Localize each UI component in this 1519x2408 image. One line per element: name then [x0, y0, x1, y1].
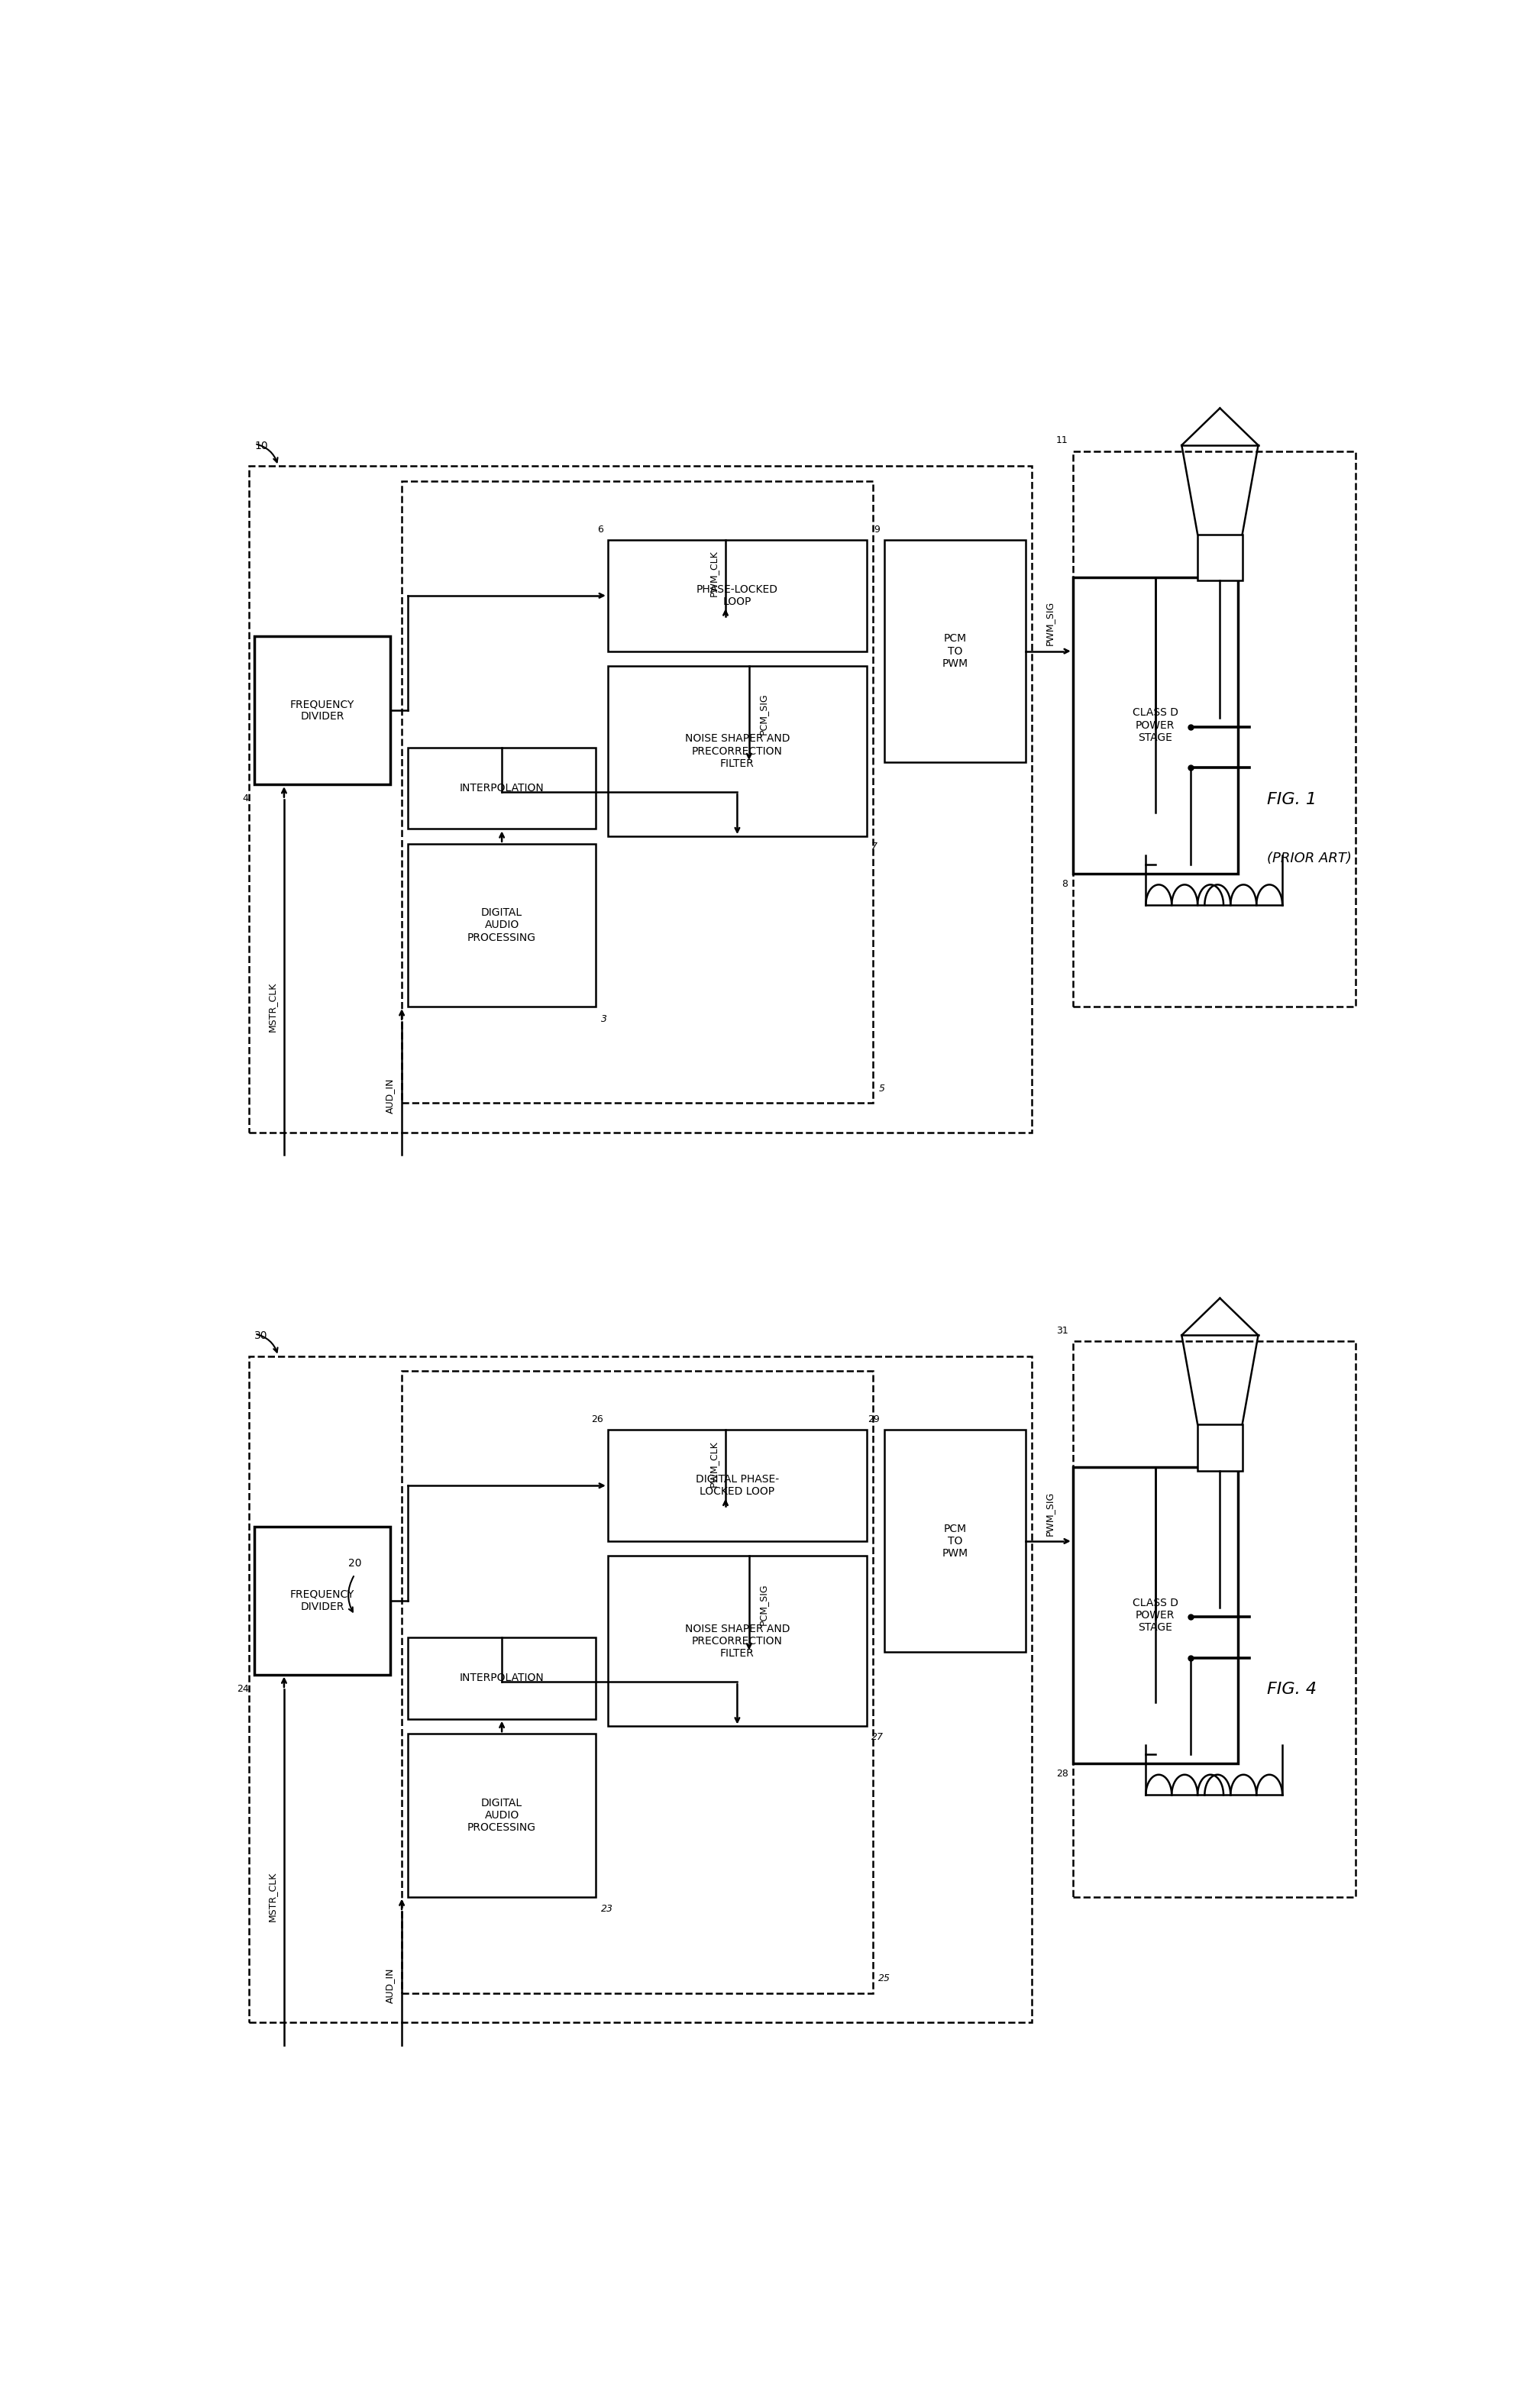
- Text: DIGITAL
AUDIO
PROCESSING: DIGITAL AUDIO PROCESSING: [468, 908, 536, 944]
- Bar: [1072, 450, 1355, 1007]
- Text: 27: 27: [872, 1731, 884, 1741]
- Text: FREQUENCY
DIVIDER: FREQUENCY DIVIDER: [290, 698, 354, 722]
- Text: NOISE SHAPER AND
PRECORRECTION
FILTER: NOISE SHAPER AND PRECORRECTION FILTER: [685, 734, 790, 768]
- Text: 3: 3: [600, 1014, 606, 1023]
- Text: 29: 29: [867, 1413, 880, 1426]
- Text: 25: 25: [878, 1975, 890, 1984]
- Bar: [1197, 1423, 1243, 1471]
- Bar: [249, 467, 1031, 1132]
- Bar: [1197, 535, 1243, 580]
- Text: 31: 31: [1056, 1327, 1068, 1336]
- Bar: [407, 843, 595, 1007]
- Text: 10: 10: [255, 441, 267, 450]
- Text: PCM_SIG: PCM_SIG: [758, 694, 769, 734]
- Bar: [1072, 1466, 1238, 1763]
- Text: 24: 24: [237, 1683, 249, 1693]
- Text: PWM_SIG: PWM_SIG: [1044, 1491, 1054, 1536]
- Text: AUD_IN: AUD_IN: [384, 1079, 395, 1112]
- Bar: [884, 1430, 1025, 1652]
- Bar: [884, 539, 1025, 763]
- Text: CLASS D
POWER
STAGE: CLASS D POWER STAGE: [1132, 708, 1179, 744]
- Text: MSTR_CLK: MSTR_CLK: [267, 1871, 278, 1922]
- Bar: [249, 1356, 1031, 2023]
- Bar: [401, 482, 872, 1103]
- Text: 7: 7: [872, 843, 878, 852]
- Bar: [255, 636, 390, 785]
- Text: 8: 8: [1062, 879, 1068, 889]
- Bar: [401, 1370, 872, 1994]
- Text: NOISE SHAPER AND
PRECORRECTION
FILTER: NOISE SHAPER AND PRECORRECTION FILTER: [685, 1623, 790, 1659]
- Bar: [407, 746, 595, 828]
- Text: 6: 6: [597, 525, 603, 535]
- Text: 26: 26: [591, 1413, 603, 1426]
- Text: 11: 11: [1056, 436, 1068, 445]
- Bar: [608, 539, 867, 650]
- Text: AUD_IN: AUD_IN: [384, 1967, 395, 2003]
- Text: FIG. 1: FIG. 1: [1267, 792, 1317, 807]
- Text: PWM_CLK: PWM_CLK: [709, 1440, 718, 1486]
- Text: 28: 28: [1056, 1770, 1068, 1780]
- Bar: [407, 1637, 595, 1719]
- Bar: [1072, 578, 1238, 874]
- Text: 20: 20: [348, 1558, 362, 1570]
- Text: DIGITAL
AUDIO
PROCESSING: DIGITAL AUDIO PROCESSING: [468, 1796, 536, 1832]
- Text: 9: 9: [873, 525, 880, 535]
- Text: PCM_SIG: PCM_SIG: [758, 1584, 769, 1625]
- Bar: [407, 1734, 595, 1898]
- Text: FREQUENCY
DIVIDER: FREQUENCY DIVIDER: [290, 1589, 354, 1611]
- Text: INTERPOLATION: INTERPOLATION: [460, 783, 544, 795]
- Text: INTERPOLATION: INTERPOLATION: [460, 1674, 544, 1683]
- Text: PWM_SIG: PWM_SIG: [1044, 602, 1054, 645]
- Text: 4: 4: [243, 795, 249, 804]
- Text: CLASS D
POWER
STAGE: CLASS D POWER STAGE: [1132, 1597, 1179, 1633]
- Text: PWM_CLK: PWM_CLK: [709, 549, 718, 597]
- Bar: [608, 667, 867, 836]
- Text: 30: 30: [255, 1332, 267, 1341]
- Bar: [255, 1527, 390, 1674]
- Text: PCM
TO
PWM: PCM TO PWM: [942, 633, 968, 669]
- Text: PCM
TO
PWM: PCM TO PWM: [942, 1524, 968, 1558]
- Text: DIGITAL PHASE-
LOCKED LOOP: DIGITAL PHASE- LOCKED LOOP: [696, 1474, 779, 1498]
- Text: 23: 23: [600, 1905, 614, 1914]
- Bar: [1072, 1341, 1355, 1898]
- Bar: [608, 1556, 867, 1727]
- Text: PHASE-LOCKED
LOOP: PHASE-LOCKED LOOP: [696, 585, 778, 607]
- Bar: [608, 1430, 867, 1541]
- Text: FIG. 4: FIG. 4: [1267, 1681, 1317, 1698]
- Text: MSTR_CLK: MSTR_CLK: [267, 982, 278, 1031]
- Text: 5: 5: [878, 1084, 884, 1093]
- Text: (PRIOR ART): (PRIOR ART): [1267, 852, 1352, 864]
